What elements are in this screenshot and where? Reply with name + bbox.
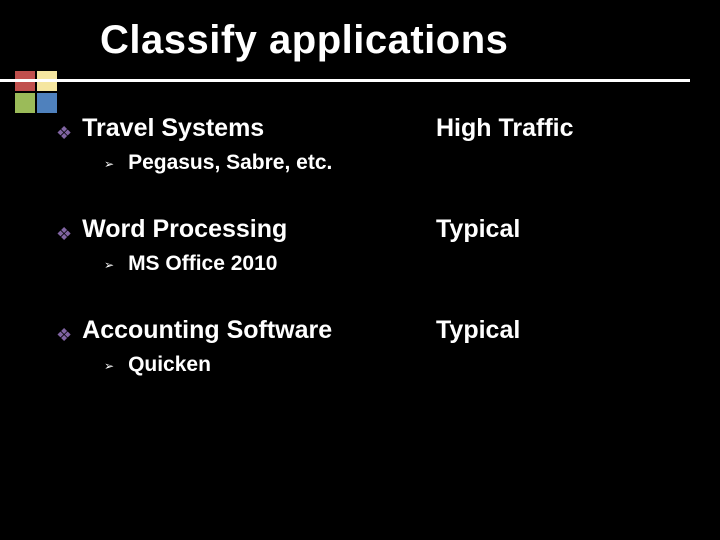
bullet-level-2: ➢ MS Office 2010 [56,252,690,276]
bullet-level-2: ➢ Quicken [56,353,690,377]
bullet-level-1: ❖ Accounting Software [56,316,436,345]
title-area: Classify applications [0,0,720,63]
bullet-level-1: ❖ Travel Systems [56,114,436,143]
diamond-bullet-icon: ❖ [56,225,72,243]
diamond-bullet-icon: ❖ [56,124,72,142]
diamond-bullet-icon: ❖ [56,326,72,344]
item-label: Word Processing [82,215,287,244]
slide-title: Classify applications [100,18,680,63]
traffic-label: High Traffic [436,114,574,142]
slide: Classify applications ❖ Travel Systems H… [0,0,720,540]
list-item: ❖ Word Processing Typical [56,215,690,244]
bullet-level-1: ❖ Word Processing [56,215,436,244]
triangle-bullet-icon: ➢ [104,157,114,171]
content-area: ❖ Travel Systems High Traffic ➢ Pegasus,… [0,82,720,377]
bullet-level-2: ➢ Pegasus, Sabre, etc. [56,151,690,175]
item-label: Travel Systems [82,114,264,143]
list-item: ❖ Accounting Software Typical [56,316,690,345]
logo-quadrant [14,92,36,114]
traffic-label: Typical [436,316,520,344]
sub-item-label: Pegasus, Sabre, etc. [128,151,332,175]
triangle-bullet-icon: ➢ [104,359,114,373]
logo-icon [14,70,58,114]
sub-item-label: MS Office 2010 [128,252,277,276]
sub-item-label: Quicken [128,353,211,377]
item-label: Accounting Software [82,316,332,345]
logo-quadrant [36,92,58,114]
list-item: ❖ Travel Systems High Traffic [56,114,690,143]
triangle-bullet-icon: ➢ [104,258,114,272]
traffic-label: Typical [436,215,520,243]
divider [0,79,720,82]
horizontal-rule [0,79,690,82]
